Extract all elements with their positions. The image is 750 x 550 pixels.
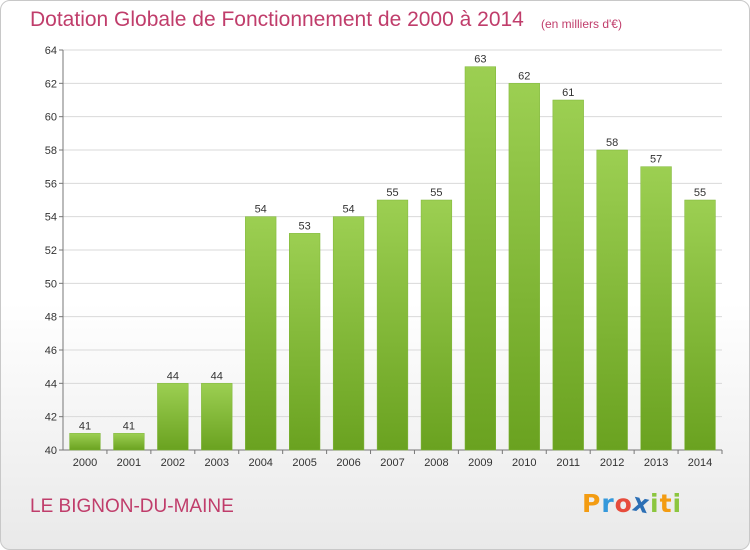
data-label-2012: 58 — [606, 137, 618, 149]
logo-letter: P — [582, 489, 602, 518]
data-label-2004: 54 — [255, 204, 267, 216]
chart-title: Dotation Globale de Fonctionnement de 20… — [30, 8, 524, 31]
chart-unit-label: (en milliers d'€) — [541, 17, 622, 31]
y-tick-label: 48 — [45, 312, 57, 324]
x-tick-label: 2013 — [644, 457, 668, 469]
x-tick-label: 2008 — [424, 457, 448, 469]
x-tick-label: 2002 — [161, 457, 185, 469]
bar-2004 — [245, 216, 277, 451]
y-tick-label: 56 — [45, 178, 57, 190]
data-label-2010: 62 — [518, 70, 530, 82]
x-tick-label: 2010 — [512, 457, 536, 469]
bar-2002 — [157, 383, 189, 451]
bar-2014 — [684, 199, 716, 451]
y-tick-label: 54 — [45, 212, 57, 224]
bar-2006 — [332, 216, 365, 451]
bar-2000 — [69, 433, 101, 451]
place-name: LE BIGNON-DU-MAINE — [30, 496, 234, 517]
x-tick-label: 2014 — [688, 457, 712, 469]
bar-2011 — [552, 99, 584, 451]
data-label-2007: 55 — [386, 187, 398, 199]
bar-2013 — [640, 166, 672, 451]
y-tick-label: 42 — [45, 412, 57, 424]
bar-2012 — [596, 149, 628, 451]
logo-letter: o — [614, 489, 633, 518]
logo-letter: i — [650, 489, 660, 518]
x-tick-label: 2004 — [248, 457, 272, 469]
data-label-2013: 57 — [650, 154, 662, 166]
x-tick-label: 2007 — [380, 457, 404, 469]
bar-2010 — [508, 83, 540, 451]
y-tick-label: 46 — [45, 345, 57, 357]
data-label-2014: 55 — [694, 187, 706, 199]
data-label-2003: 44 — [211, 370, 223, 382]
bars — [69, 66, 716, 451]
x-tick-label: 2006 — [336, 457, 360, 469]
bar-2001 — [113, 433, 145, 451]
bar-2003 — [201, 383, 233, 451]
data-label-2005: 53 — [299, 220, 311, 232]
data-label-2008: 55 — [430, 187, 442, 199]
bar-2005 — [289, 233, 321, 451]
bar-2007 — [376, 199, 409, 451]
y-tick-label: 50 — [45, 278, 57, 290]
y-tick-label: 58 — [45, 145, 57, 157]
x-tick-label: 2009 — [468, 457, 492, 469]
y-tick-label: 62 — [45, 78, 57, 90]
data-label-2011: 61 — [562, 87, 574, 99]
data-label-2002: 44 — [167, 370, 179, 382]
bar-2009 — [464, 66, 496, 451]
logo-letter: i — [672, 489, 683, 518]
labels: 41 2000 41 2001 44 2002 44 2003 54 2004 53 2005 54 20… — [73, 54, 713, 469]
x-tick-label: 2005 — [292, 457, 316, 469]
x-tick-label: 2011 — [556, 457, 580, 469]
y-tick-label: 64 — [45, 45, 57, 57]
proxiti-logo: Proxiti — [582, 488, 683, 520]
y-tick-label: 44 — [45, 378, 57, 390]
x-tick-label: 2012 — [600, 457, 624, 469]
logo-letter: r — [601, 489, 615, 518]
data-label-2001: 41 — [123, 420, 135, 432]
data-label-2000: 41 — [79, 420, 91, 432]
y-tick-label: 52 — [45, 245, 57, 257]
x-tick-label: 2001 — [117, 457, 141, 469]
bar-2008 — [420, 199, 453, 451]
logo-letter: t — [659, 489, 673, 518]
data-label-2009: 63 — [474, 54, 486, 66]
y-tick-label: 40 — [45, 445, 57, 457]
data-label-2006: 54 — [342, 204, 354, 216]
y-tick-label: 60 — [45, 112, 57, 124]
x-tick-label: 2000 — [73, 457, 97, 469]
x-tick-label: 2003 — [205, 457, 229, 469]
